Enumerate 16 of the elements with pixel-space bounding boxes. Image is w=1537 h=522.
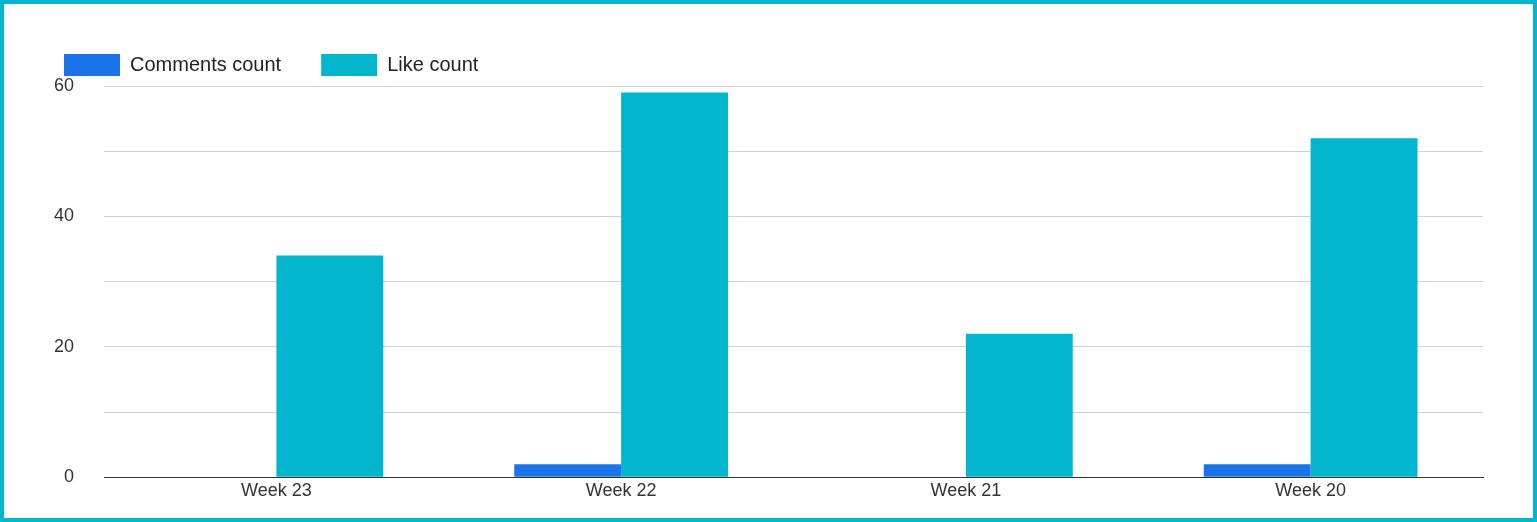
bar [276, 255, 384, 477]
bar [514, 464, 622, 477]
bar [965, 333, 1073, 477]
legend-label: Like count [387, 52, 479, 75]
x-tick-label: Week 23 [241, 479, 312, 500]
x-tick-label: Week 20 [1275, 479, 1346, 500]
x-tick-label: Week 22 [585, 479, 657, 500]
y-tick-label: 60 [53, 74, 75, 95]
y-tick-label: 0 [64, 466, 75, 487]
bar [1203, 464, 1311, 477]
bar [1310, 138, 1418, 477]
y-tick-label: 40 [53, 205, 75, 226]
legend-label: Comments count [130, 52, 282, 75]
y-tick-label: 20 [53, 335, 75, 356]
bar [621, 92, 729, 477]
x-tick-label: Week 21 [930, 479, 1002, 500]
